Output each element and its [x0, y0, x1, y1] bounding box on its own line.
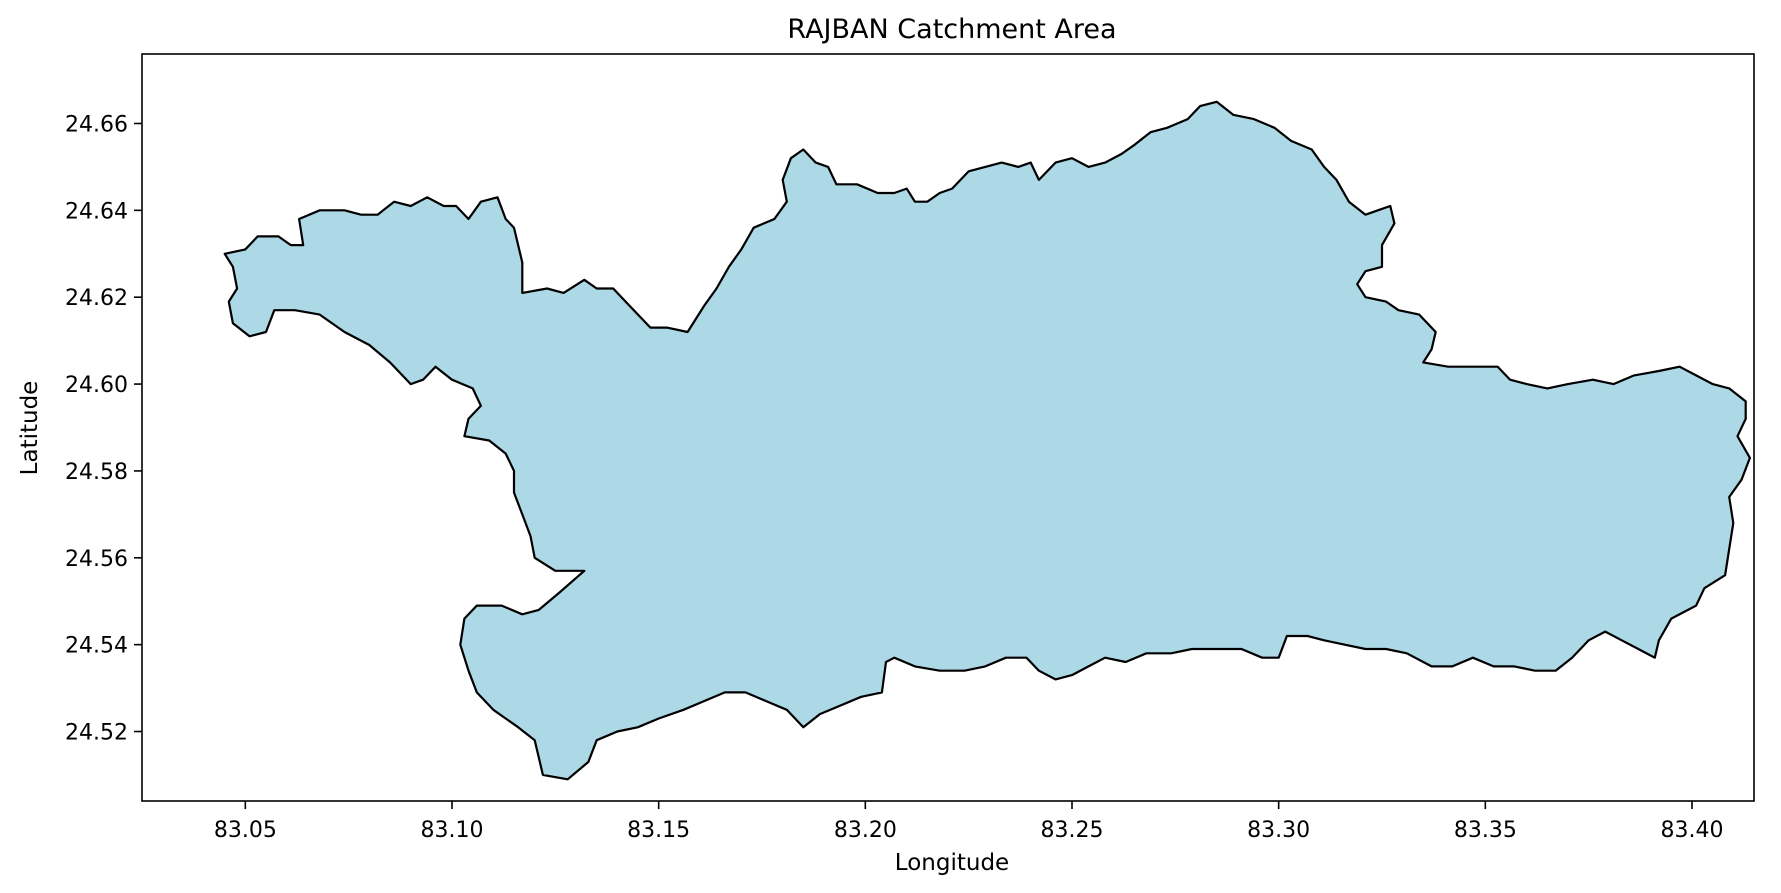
y-tick-label: 24.66	[65, 112, 128, 137]
y-tick-label: 24.60	[65, 373, 128, 398]
y-tick-label: 24.56	[65, 547, 128, 572]
x-tick-label: 83.35	[1454, 818, 1517, 843]
y-tick-label: 24.54	[65, 634, 128, 659]
catchment-area-polygon	[223, 100, 1751, 781]
x-tick-label: 83.40	[1661, 818, 1724, 843]
x-tick-label: 83.20	[834, 818, 897, 843]
x-tick-label: 83.25	[1041, 818, 1104, 843]
y-tick-label: 24.58	[65, 460, 128, 485]
map-title: RAJBAN Catchment Area	[787, 14, 1116, 45]
y-tick-label: 24.64	[65, 199, 128, 224]
x-tick-label: 83.05	[214, 818, 277, 843]
x-axis-ticks: 83.05 83.10 83.15 83.20 83.25 83.30 83.35 83.40	[214, 801, 1724, 843]
y-axis-ticks: 24.52 24.54 24.56 24.58 24.60 24.62 24.64 24.66	[65, 112, 142, 746]
x-tick-label: 83.30	[1247, 818, 1310, 843]
axes-frame	[141, 53, 1755, 802]
x-tick-label: 83.10	[421, 818, 484, 843]
plot-area	[141, 53, 1755, 802]
x-tick-label: 83.15	[627, 818, 690, 843]
x-axis-label: Longitude	[895, 850, 1009, 876]
y-tick-label: 24.62	[65, 286, 128, 311]
y-axis-label: Latitude	[17, 381, 43, 476]
y-tick-label: 24.52	[65, 721, 128, 746]
